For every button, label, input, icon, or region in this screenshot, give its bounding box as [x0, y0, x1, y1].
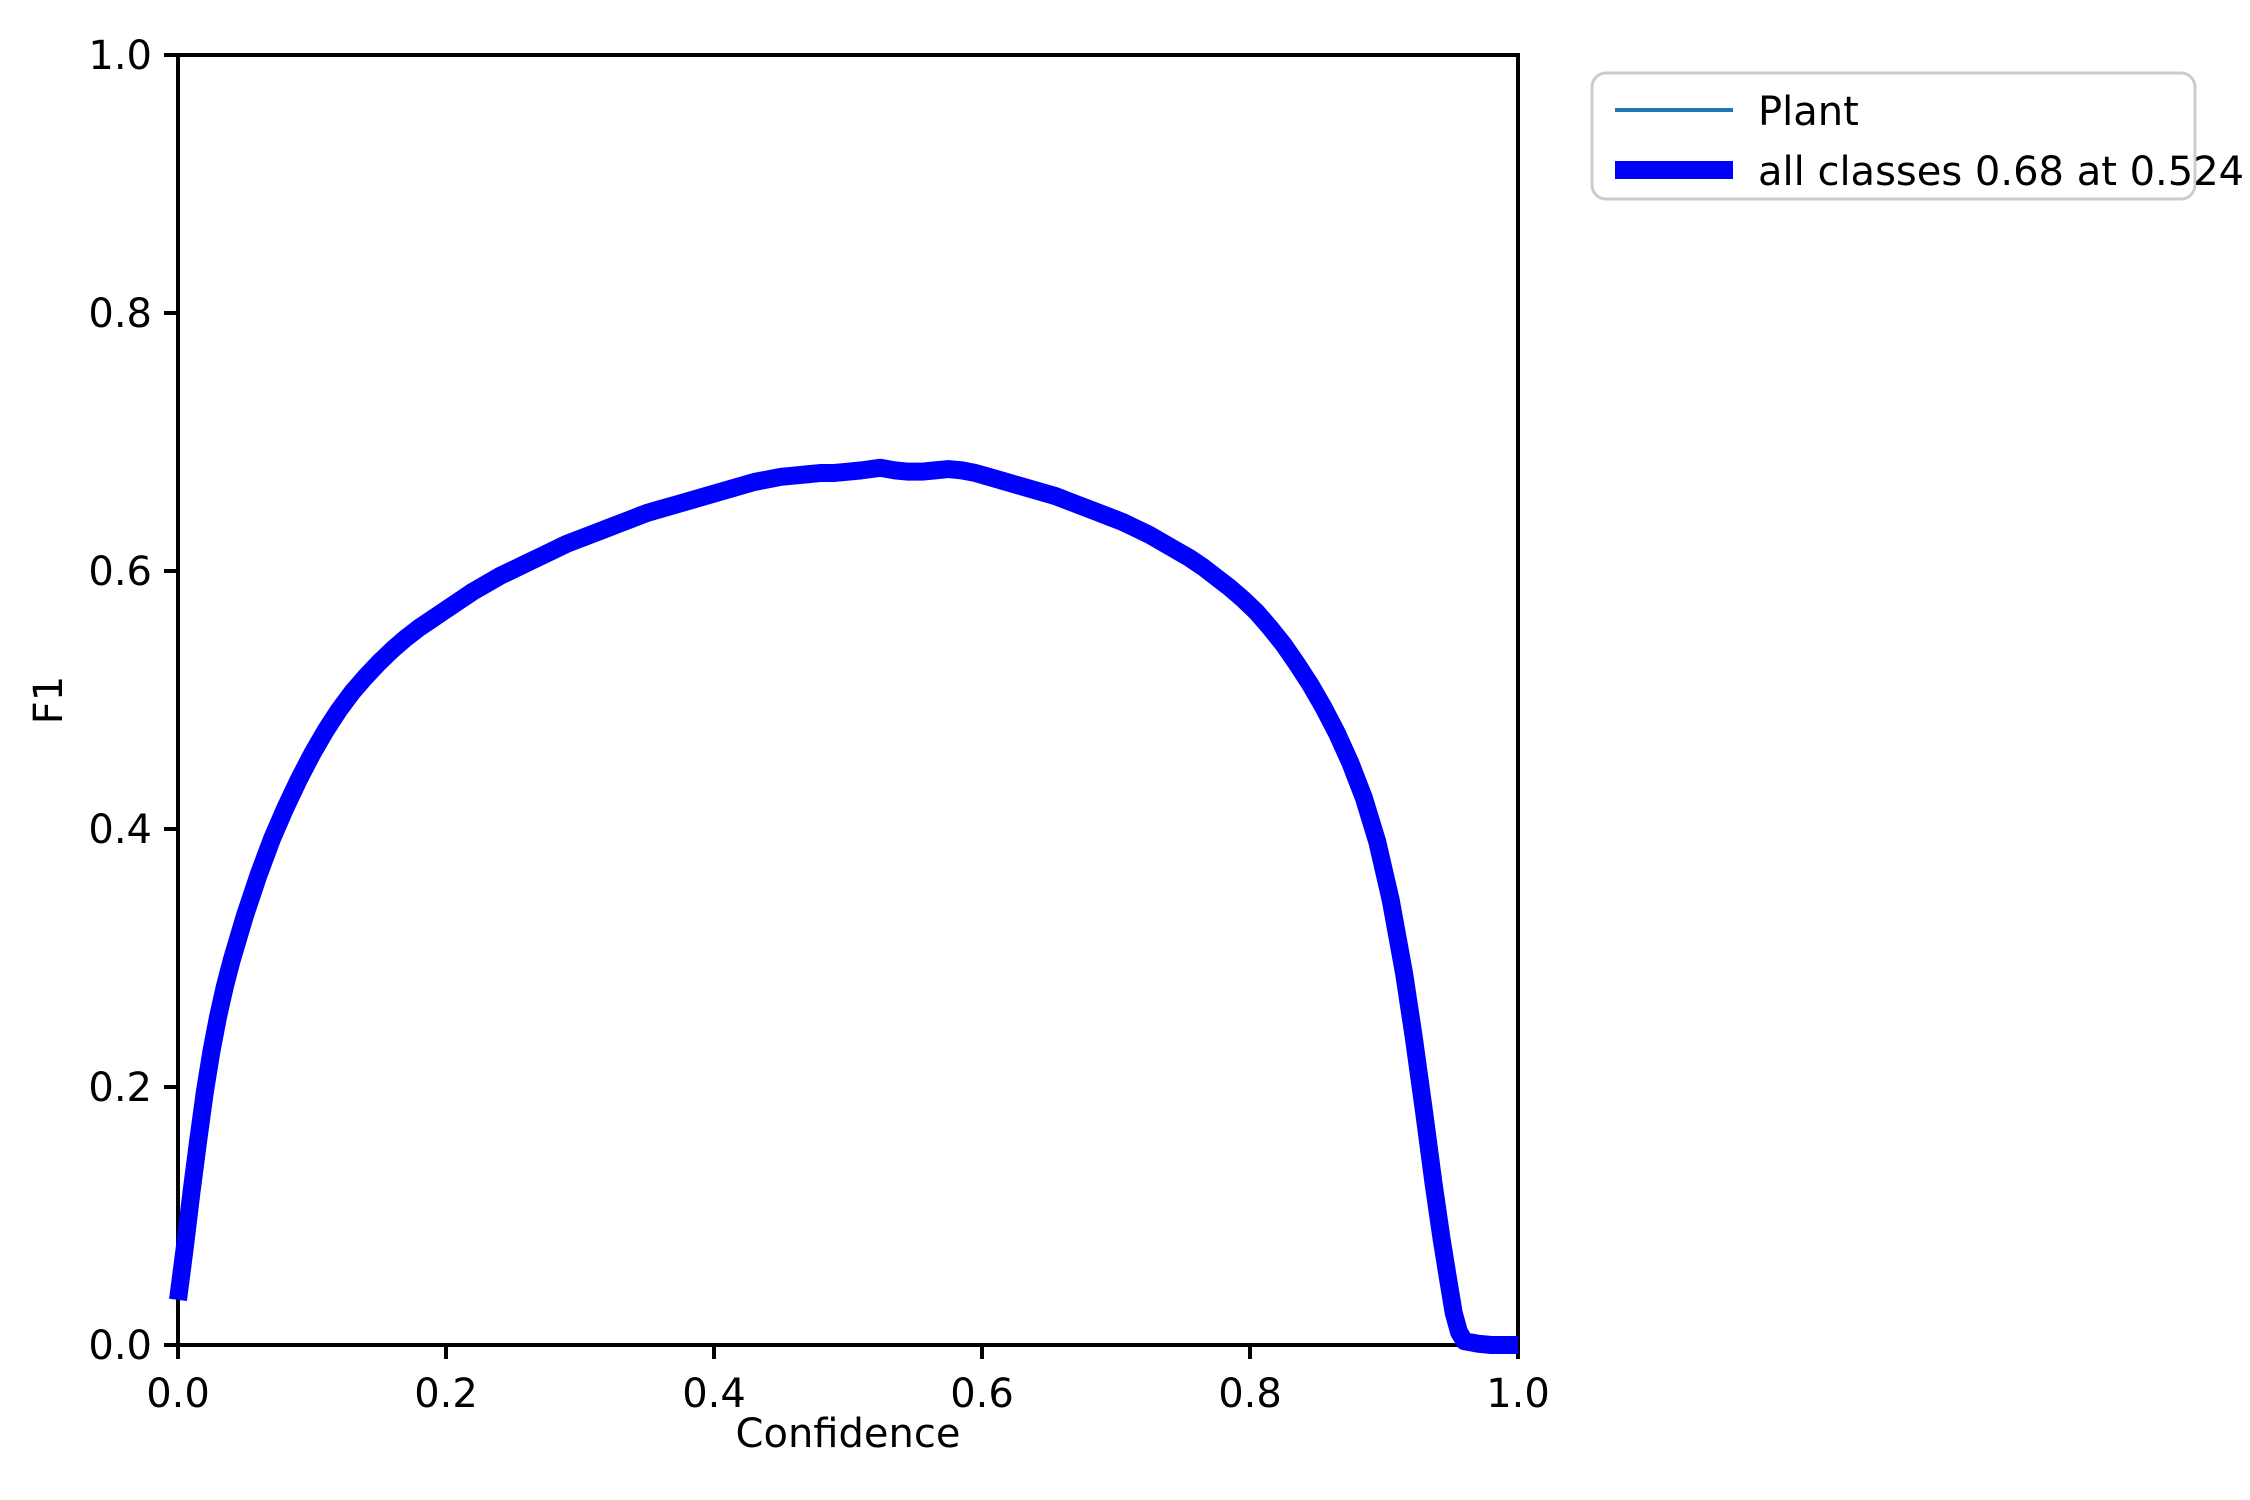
- x-axis-tick-labels: 0.0 0.2 0.4 0.6 0.8 1.0: [146, 1371, 1550, 1417]
- legend-label-1[interactable]: all classes 0.68 at 0.524: [1758, 149, 2244, 195]
- legend-label-0[interactable]: Plant: [1758, 89, 1859, 135]
- x-tick-label-1: 0.2: [414, 1371, 478, 1417]
- x-tick-label-4: 0.8: [1218, 1371, 1282, 1417]
- legend-entries[interactable]: Plant all classes 0.68 at 0.524: [1615, 89, 2244, 195]
- x-tick-label-3: 0.6: [950, 1371, 1014, 1417]
- y-tick-label-4: 0.8: [88, 291, 152, 337]
- y-axis-tick-labels: 0.0 0.2 0.4 0.6 0.8 1.0: [88, 33, 152, 1369]
- y-axis-label: F1: [26, 676, 72, 724]
- y-axis-tickmarks: [164, 53, 178, 1347]
- y-tick-label-3: 0.6: [88, 549, 152, 595]
- x-tick-label-5: 1.0: [1486, 1371, 1550, 1417]
- legend[interactable]: Plant all classes 0.68 at 0.524: [1590, 71, 2244, 201]
- x-tick-label-0: 0.0: [146, 1371, 210, 1417]
- series-line-0: [169, 458, 1518, 1354]
- x-tick-label-2: 0.4: [682, 1371, 746, 1417]
- y-tick-label-1: 0.2: [88, 1065, 152, 1111]
- axes-frame: [176, 53, 1520, 1347]
- y-tick-label-0: 0.0: [88, 1323, 152, 1369]
- x-axis-tickmarks: [176, 1345, 1520, 1359]
- data-series-group: [169, 458, 1518, 1354]
- legend-frame: [1590, 71, 2197, 201]
- y-tick-label-5: 1.0: [88, 33, 152, 79]
- y-tick-label-2: 0.4: [88, 807, 152, 853]
- x-axis-label: Confidence: [736, 1411, 961, 1457]
